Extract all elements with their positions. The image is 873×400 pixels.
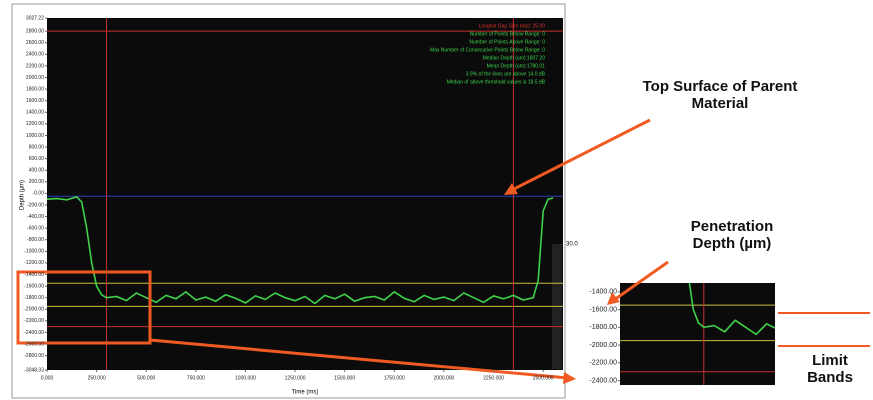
x-tick-label: 1500.000 — [334, 375, 355, 381]
colorbar-label: 30.0 — [566, 242, 578, 248]
inset-y-tick-label: -2200.00 — [589, 360, 617, 367]
y-tick-label: -1200.00 — [24, 260, 44, 266]
y-tick-label: 1400.00 — [26, 110, 44, 116]
y-tick-label: 3027.22 — [26, 15, 44, 21]
y-tick-label: 600.00 — [29, 156, 45, 162]
inset-y-tick-label: -1600.00 — [589, 306, 617, 313]
stat-line: 3.9% of the lines are above 14.0 dB — [466, 71, 546, 77]
y-tick-label: -2800.00 — [24, 353, 44, 359]
y-tick-label: 200.00 — [29, 179, 45, 185]
x-tick-label: 250.000 — [88, 375, 106, 381]
y-axis-label: Depth (µm) — [20, 180, 26, 210]
y-tick-label: -600.00 — [27, 225, 44, 231]
y-tick-label: 1000.00 — [26, 133, 44, 139]
x-tick-label: 2250.000 — [483, 375, 504, 381]
annotation: Top Surface of Parent Material — [620, 78, 820, 112]
annotation: Limit Bands — [800, 352, 860, 386]
inset-y-tick-label: -2400.00 — [589, 377, 617, 384]
annotation: Penetration Depth (µm) — [672, 218, 792, 252]
y-tick-label: 2800.00 — [26, 28, 44, 34]
y-tick-label: -2400.00 — [24, 330, 44, 336]
y-tick-label: 2600.00 — [26, 40, 44, 46]
x-tick-label: 1000.000 — [235, 375, 256, 381]
x-axis-label: Time (ms) — [292, 390, 319, 396]
chart: Depth (µm) Time (ms) 30.0 3027.22 2800.00… — [0, 0, 873, 400]
y-tick-label: -2200.00 — [24, 318, 44, 324]
y-tick-label: -1400.00 — [24, 272, 44, 278]
y-tick-label: -0.00 — [33, 191, 45, 197]
stat-line: Mean Depth (um):1780.01 — [487, 63, 546, 69]
arrow-head — [563, 372, 576, 384]
y-tick-label: -1600.00 — [24, 283, 44, 289]
y-tick-label: 1800.00 — [26, 86, 44, 92]
stat-line: Longest Gap Size (ms): 25.00 — [479, 23, 546, 29]
x-tick-label: 0.000 — [41, 375, 54, 381]
y-tick-label: 2400.00 — [26, 52, 44, 58]
stat-line: Number of Points Above Range: 0 — [469, 39, 545, 45]
y-tick-label: -2600.00 — [24, 341, 44, 347]
inset-y-tick-label: -1800.00 — [589, 324, 617, 331]
inset-plot — [620, 283, 775, 385]
y-tick-label: -400.00 — [27, 214, 44, 220]
y-tick-label: -800.00 — [27, 237, 44, 243]
stat-line: Number of Points Below Range: 0 — [470, 31, 546, 37]
x-tick-label: 2000.000 — [433, 375, 454, 381]
x-tick-label: 1250.000 — [285, 375, 306, 381]
y-tick-label: 400.00 — [29, 168, 45, 174]
y-tick-label: -3048.33 — [24, 367, 44, 373]
y-tick-label: 2000.00 — [26, 75, 44, 81]
y-tick-label: -200.00 — [27, 202, 44, 208]
y-tick-label: 2200.00 — [26, 63, 44, 69]
x-tick-label: 750.000 — [187, 375, 205, 381]
stat-line: Median of above threshold values is 18.5… — [447, 79, 546, 85]
x-tick-label: 500.000 — [137, 375, 155, 381]
x-tick-label: 2500.000 — [533, 375, 554, 381]
inset-y-tick-label: -2000.00 — [589, 342, 617, 349]
y-tick-label: 1200.00 — [26, 121, 44, 127]
y-tick-label: -1800.00 — [24, 295, 44, 301]
y-tick-label: 1600.00 — [26, 98, 44, 104]
inset-y-tick-label: -1400.00 — [589, 289, 617, 296]
stat-line: Max Number of Consecutive Points Below R… — [430, 47, 545, 53]
x-tick-label: 1750.000 — [384, 375, 405, 381]
page: Depth (µm) Time (ms) 30.0 3027.22 2800.00… — [0, 0, 873, 400]
stat-line: Median Depth (um):1807.20 — [483, 55, 545, 61]
y-tick-label: -1000.00 — [24, 249, 44, 255]
y-tick-label: -2000.00 — [24, 307, 44, 313]
y-tick-label: 800.00 — [29, 144, 45, 150]
